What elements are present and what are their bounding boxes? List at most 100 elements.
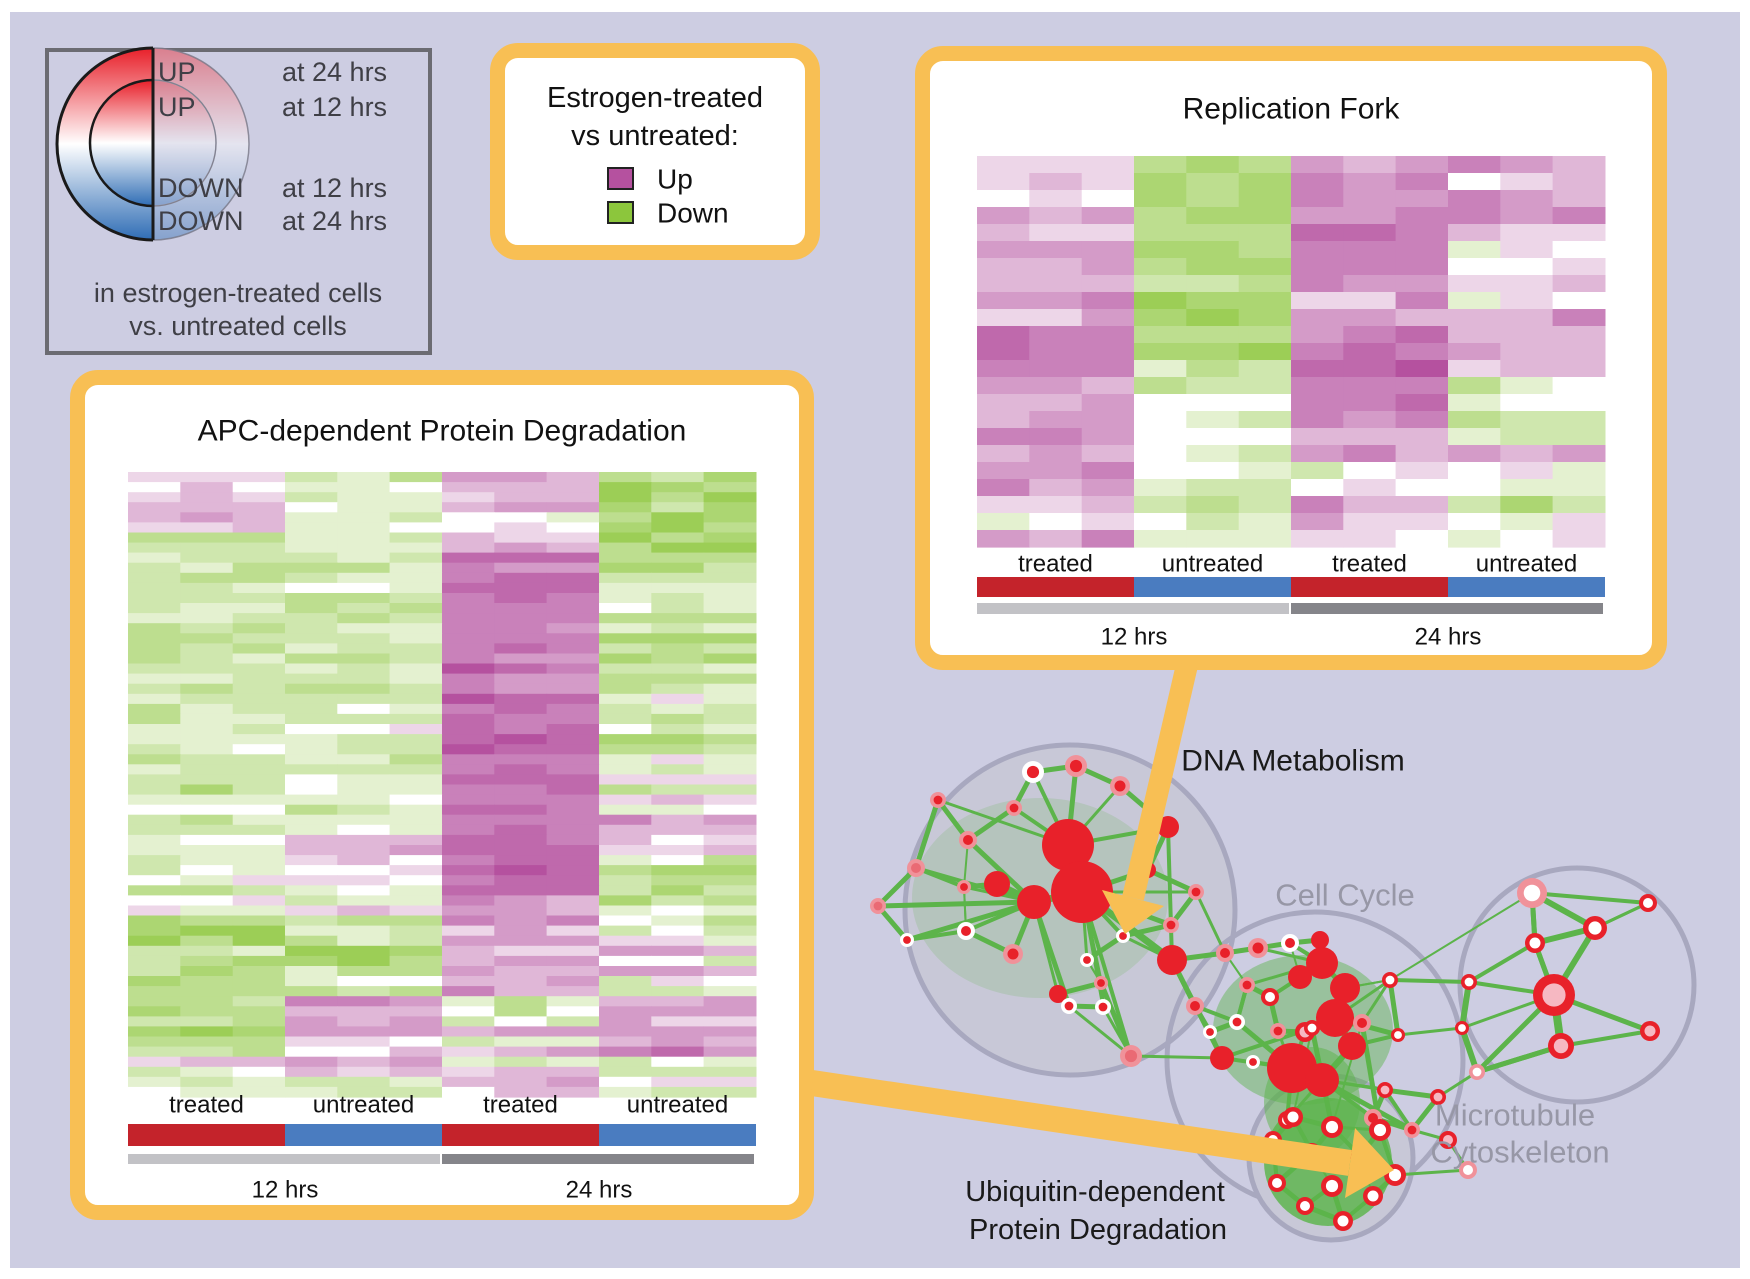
heatmap-cell (599, 976, 652, 987)
heatmap-cell (651, 562, 705, 574)
heatmap-cell (389, 724, 443, 735)
heatmap-cell (128, 855, 181, 866)
heatmap-cell (703, 613, 757, 624)
time-label: 12 hrs (1101, 624, 1168, 651)
heatmap-cell (599, 1086, 652, 1098)
heatmap-cell (442, 845, 495, 856)
heatmap-cell (599, 986, 652, 997)
heatmap-cell (128, 915, 181, 927)
heatmap-cell (977, 513, 1030, 531)
heatmap-cell (977, 411, 1030, 429)
heatmap-cell (285, 845, 338, 856)
heatmap-cell (1552, 258, 1606, 276)
heatmap-cell (442, 774, 495, 786)
heatmap-cell (389, 562, 443, 574)
heatmap-cell (1291, 462, 1344, 480)
heatmap-cell (1395, 326, 1449, 344)
heatmap-cell (1395, 343, 1449, 361)
heatmap-cell (285, 754, 338, 765)
heatmap-cell (232, 895, 286, 907)
heatmap-cell (1500, 275, 1554, 293)
heatmap-cell (494, 713, 548, 725)
heatmap-cell (599, 824, 652, 836)
heatmap-cell (494, 814, 548, 826)
heatmap-cell (651, 885, 705, 896)
heatmap-cell (1029, 190, 1083, 208)
heatmap-cell (180, 935, 234, 947)
heatmap-cell (1238, 377, 1292, 395)
heatmap-cell (651, 532, 705, 544)
heatmap-cell (599, 754, 652, 765)
heatmap-cell (1029, 292, 1083, 310)
heatmap-cell (599, 1036, 652, 1048)
heatmap-cell (651, 865, 705, 876)
heatmap-cell (1500, 224, 1554, 242)
heatmap-cell (442, 905, 495, 917)
ring-entry-dir: UP (158, 92, 196, 122)
heatmap-cell (232, 623, 286, 634)
heatmap-cell (1448, 258, 1501, 276)
heatmap-cell (599, 633, 652, 644)
heatmap-cell (703, 845, 757, 856)
network-node-core (1325, 1179, 1339, 1193)
heatmap-cell (1238, 258, 1292, 276)
heatmap-cell (389, 824, 443, 836)
heatmap-cell (494, 673, 548, 685)
heatmap-cell (442, 1026, 495, 1038)
color-key-title-line2: vs untreated: (571, 120, 739, 152)
network-node-core (1166, 920, 1176, 930)
heatmap-cell (703, 703, 757, 715)
heatmap-cell (1343, 224, 1397, 242)
heatmap-cell (494, 562, 548, 574)
heatmap-cell (494, 472, 548, 483)
heatmap-cell (977, 190, 1030, 208)
heatmap-cell (232, 1036, 286, 1048)
network-node-core (1458, 1024, 1466, 1032)
heatmap-cell (285, 915, 338, 927)
color-key-title-line1: Estrogen-treated (547, 82, 763, 114)
heatmap-cell (128, 492, 181, 503)
heatmap-cell (128, 1026, 181, 1038)
heatmap-cell (442, 895, 495, 907)
heatmap-cell (128, 865, 181, 876)
heatmap-cell (442, 683, 495, 695)
heatmap-cell (337, 703, 391, 715)
heatmap-cell (703, 976, 757, 987)
heatmap-cell (180, 1076, 234, 1088)
heatmap-cell (1343, 258, 1397, 276)
heatmap-cell (389, 734, 443, 745)
heatmap-cell (546, 915, 600, 927)
heatmap-cell (285, 734, 338, 745)
heatmap-cell (1448, 394, 1501, 412)
heatmap-cell (180, 915, 234, 927)
heatmap-cell (651, 784, 705, 796)
heatmap-cell (180, 1056, 234, 1068)
heatmap-cell (1134, 224, 1187, 242)
network-edge (1068, 1004, 1132, 1058)
network-node-core (1097, 979, 1105, 987)
heatmap-cell (128, 744, 181, 755)
heatmap-cell (389, 996, 443, 1007)
network-edge (913, 799, 941, 869)
heatmap-cell (546, 966, 600, 977)
heatmap-cell (599, 522, 652, 534)
heatmap-cell (337, 512, 391, 523)
heatmap-cell (1448, 360, 1501, 378)
heatmap-group-label: untreated (627, 1092, 728, 1119)
heatmap-cell (651, 542, 705, 554)
network-edge (1397, 1026, 1463, 1037)
heatmap-cell (546, 845, 600, 856)
heatmap-cell (337, 552, 391, 564)
heatmap-cell (442, 673, 495, 685)
heatmap-cell (546, 986, 600, 997)
heatmap-cell (651, 713, 705, 725)
heatmap-cell (703, 1066, 757, 1078)
heatmap-cell (703, 1086, 757, 1098)
heatmap-cell (1029, 156, 1083, 174)
heatmap-cell (337, 643, 391, 655)
heatmap-cell (1395, 530, 1449, 548)
heatmap-cell (232, 582, 286, 594)
heatmap-cell (494, 774, 548, 786)
heatmap-cell (389, 1056, 443, 1068)
